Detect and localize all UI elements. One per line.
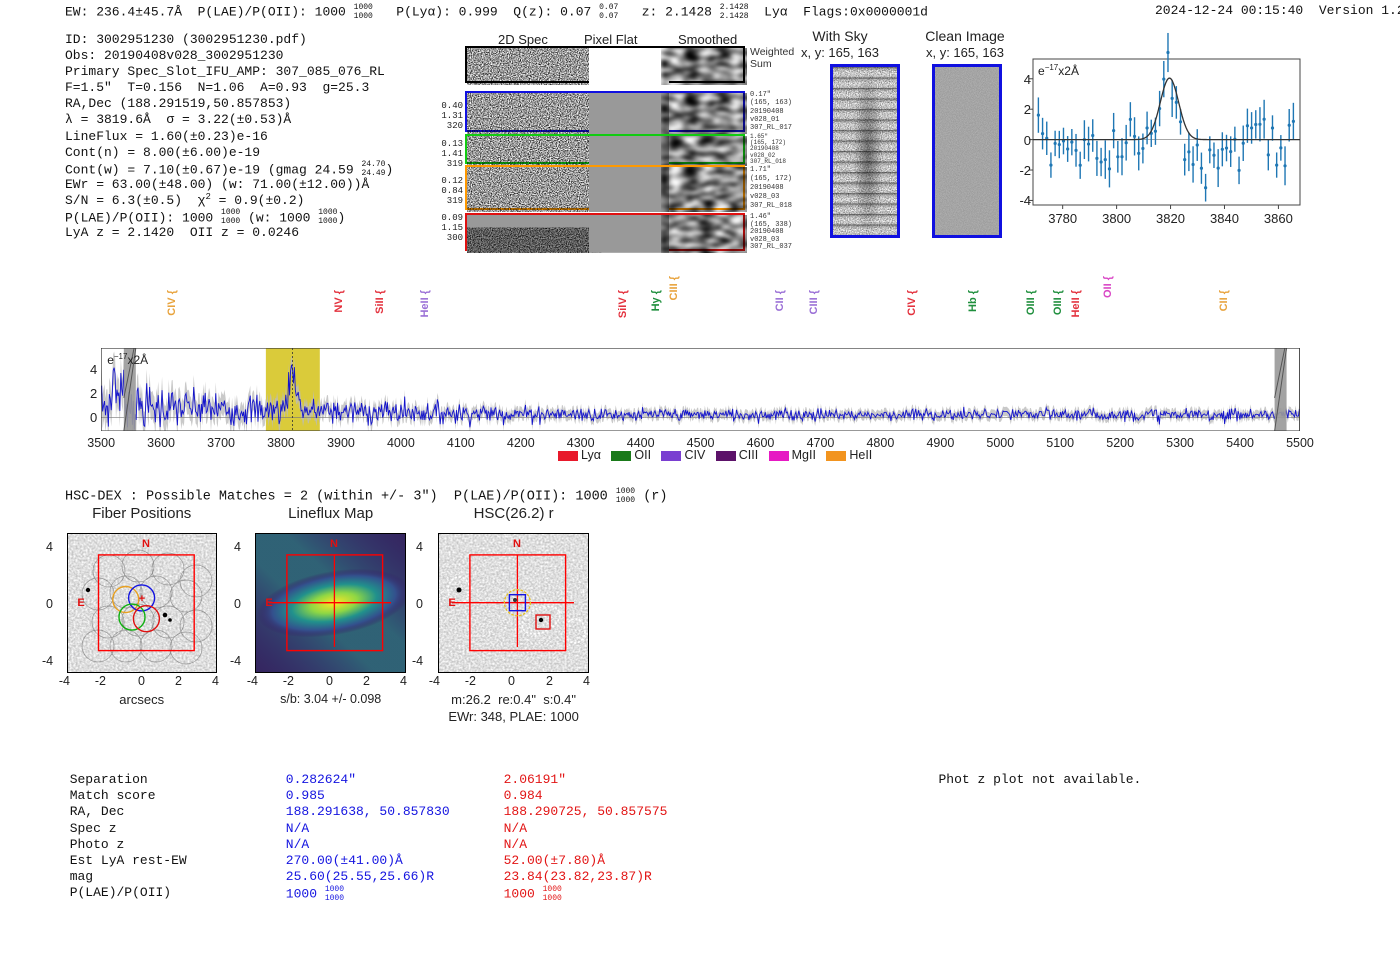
svg-text:N: N xyxy=(330,538,338,550)
svg-text:E: E xyxy=(266,597,273,609)
svg-text:N: N xyxy=(142,538,150,550)
svg-text:E: E xyxy=(77,597,84,609)
svg-text:N: N xyxy=(513,538,521,550)
svg-text:E: E xyxy=(448,597,455,609)
svg-text:+: + xyxy=(138,593,144,605)
